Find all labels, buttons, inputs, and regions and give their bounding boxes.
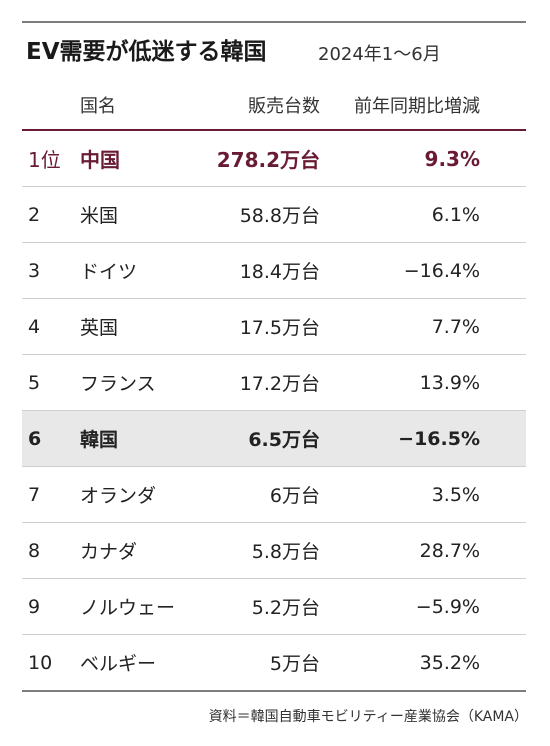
table-row: 4 英国 17.5万台 7.7% xyxy=(22,298,526,355)
country-cell: オランダ xyxy=(80,466,200,523)
rank-cell: 5 xyxy=(22,354,80,411)
pad-cell xyxy=(480,242,526,299)
pad-cell xyxy=(480,466,526,523)
growth-cell: 35.2% xyxy=(320,634,480,692)
growth-cell: 9.3% xyxy=(320,129,480,187)
pad-cell xyxy=(480,522,526,579)
sales-cell: 6.5万台 xyxy=(200,410,320,467)
ranking-table: 国名 販売台数 前年同期比増減 1位 中国 278.2万台 9.3% 2 米国 58.8万台… xyxy=(22,80,526,692)
growth-cell: 28.7% xyxy=(320,522,480,579)
pad-cell xyxy=(480,410,526,467)
country-cell: ノルウェー xyxy=(80,578,200,635)
country-cell: ベルギー xyxy=(80,634,200,692)
pad-cell xyxy=(480,129,526,187)
rank-cell: 9 xyxy=(22,578,80,635)
sales-cell: 278.2万台 xyxy=(200,129,320,187)
growth-cell: −16.4% xyxy=(320,242,480,299)
sales-cell: 18.4万台 xyxy=(200,242,320,299)
rank-cell: 10 xyxy=(22,634,80,692)
country-cell: 英国 xyxy=(80,298,200,355)
table-row: 7 オランダ 6万台 3.5% xyxy=(22,466,526,523)
sales-cell: 5.2万台 xyxy=(200,578,320,635)
sales-cell: 58.8万台 xyxy=(200,186,320,243)
top-rule xyxy=(22,21,526,23)
table-row: 1位 中国 278.2万台 9.3% xyxy=(22,129,526,187)
table-header-row: 国名 販売台数 前年同期比増減 xyxy=(22,80,526,130)
rank-cell: 3 xyxy=(22,242,80,299)
table-row: 6 韓国 6.5万台 −16.5% xyxy=(22,410,526,467)
sales-cell: 5.8万台 xyxy=(200,522,320,579)
header-sales: 販売台数 xyxy=(248,95,320,117)
table-row: 2 米国 58.8万台 6.1% xyxy=(22,186,526,243)
pad-cell xyxy=(480,354,526,411)
pad-cell xyxy=(480,298,526,355)
chart-title: EV需要が低迷する韓国 xyxy=(26,39,267,65)
table-row: 5 フランス 17.2万台 13.9% xyxy=(22,354,526,411)
sales-cell: 17.5万台 xyxy=(200,298,320,355)
growth-cell: 13.9% xyxy=(320,354,480,411)
growth-cell: −16.5% xyxy=(320,410,480,467)
sales-cell: 6万台 xyxy=(200,466,320,523)
rank-cell: 2 xyxy=(22,186,80,243)
header-country: 国名 xyxy=(80,95,116,117)
growth-cell: −5.9% xyxy=(320,578,480,635)
country-cell: ドイツ xyxy=(80,242,200,299)
sales-cell: 5万台 xyxy=(200,634,320,692)
table-row: 9 ノルウェー 5.2万台 −5.9% xyxy=(22,578,526,635)
rank-cell: 7 xyxy=(22,466,80,523)
rank-cell: 1位 xyxy=(22,129,80,187)
header-growth: 前年同期比増減 xyxy=(354,95,480,117)
chart-subtitle: 2024年1～6月 xyxy=(318,44,441,65)
header-rank xyxy=(22,80,80,130)
rank-cell: 4 xyxy=(22,298,80,355)
growth-cell: 6.1% xyxy=(320,186,480,243)
rank-cell: 8 xyxy=(22,522,80,579)
growth-cell: 3.5% xyxy=(320,466,480,523)
table-body: 1位 中国 278.2万台 9.3% 2 米国 58.8万台 6.1% 3 ドイツ 18.4万台 −1… xyxy=(22,129,526,692)
sales-cell: 17.2万台 xyxy=(200,354,320,411)
table-row: 8 カナダ 5.8万台 28.7% xyxy=(22,522,526,579)
country-cell: 米国 xyxy=(80,186,200,243)
pad-cell xyxy=(480,186,526,243)
table-row: 3 ドイツ 18.4万台 −16.4% xyxy=(22,242,526,299)
country-cell: 中国 xyxy=(80,129,200,187)
pad-cell xyxy=(480,578,526,635)
growth-cell: 7.7% xyxy=(320,298,480,355)
country-cell: 韓国 xyxy=(80,410,200,467)
rank-cell: 6 xyxy=(22,410,80,467)
pad-cell xyxy=(480,634,526,692)
table-row: 10 ベルギー 5万台 35.2% xyxy=(22,634,526,692)
country-cell: カナダ xyxy=(80,522,200,579)
header-pad xyxy=(480,80,526,130)
country-cell: フランス xyxy=(80,354,200,411)
source-note: 資料＝韓国自動車モビリティー産業協会（KAMA） xyxy=(208,709,528,725)
